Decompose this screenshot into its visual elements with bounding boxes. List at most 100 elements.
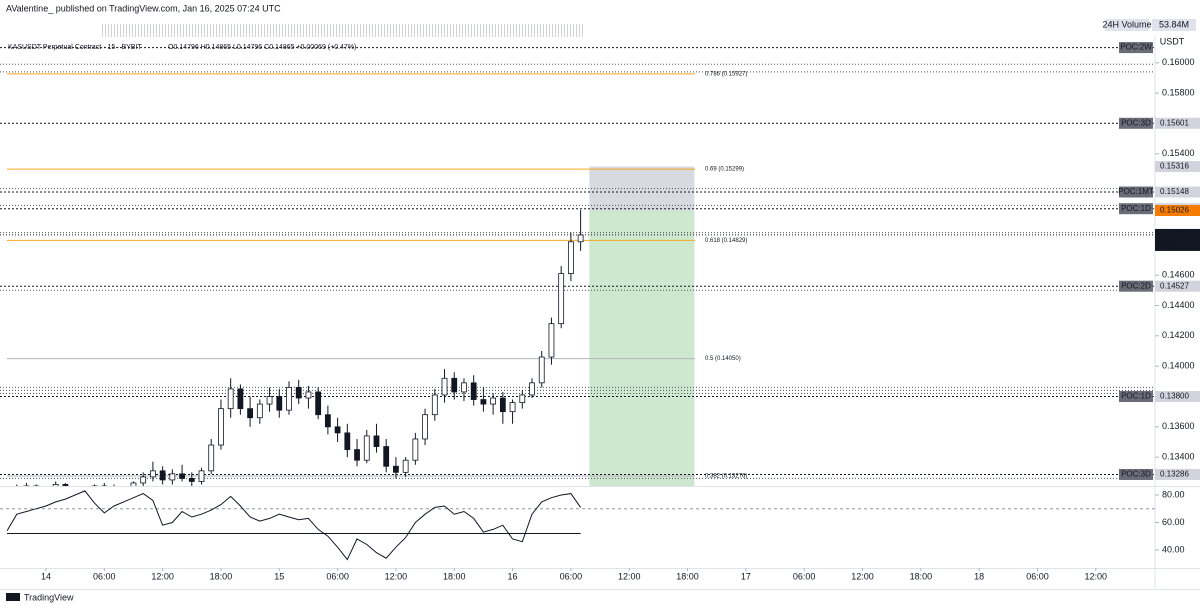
y-tick-label: 0.13600 [1162, 421, 1195, 431]
x-tick-label: 12:00 [151, 571, 174, 581]
poc-value: 0.13800 [1160, 392, 1189, 401]
candle-body [276, 396, 283, 411]
poc-name: POC:1D [1121, 204, 1151, 213]
x-tick-label: 12:00 [618, 571, 641, 581]
y-tick-label: 0.14400 [1162, 300, 1195, 310]
volume-value: 53.84M [1159, 19, 1189, 29]
y-tick-label: 0.14000 [1162, 361, 1195, 371]
entry-price-tag [1155, 205, 1200, 217]
poc-value-tag [1155, 186, 1200, 198]
candle-body [577, 234, 584, 243]
x-tick-label: 12:00 [385, 571, 408, 581]
candle-body [305, 391, 312, 399]
candle-body [529, 382, 535, 396]
candle-body [188, 478, 195, 482]
poc-name: POC:3D [1121, 470, 1151, 479]
brand-logo [6, 593, 20, 601]
x-tick-label: 18 [974, 571, 984, 581]
candle-body [373, 435, 380, 447]
poc-value-tag [1155, 468, 1200, 480]
x-tick-label: 12:00 [1085, 571, 1108, 581]
candle-body [451, 377, 458, 393]
y-tick-label: 0.14200 [1162, 330, 1195, 340]
candle-body [431, 394, 438, 416]
candle-body [344, 432, 351, 450]
candle-body [354, 449, 360, 461]
candle-body [266, 396, 273, 405]
candle-body [179, 473, 185, 479]
poc-tag [1119, 203, 1153, 215]
rsi-line [6, 490, 582, 561]
poc-tag [1119, 390, 1153, 402]
poc-value: 0.14527 [1160, 281, 1189, 290]
candle-body [422, 414, 428, 440]
candle-body [227, 388, 234, 410]
volume-strip [100, 24, 585, 37]
candle-body [461, 382, 467, 393]
candle-body [52, 484, 59, 486]
x-tick-label: 06:00 [793, 571, 816, 581]
volume-box [1152, 19, 1196, 31]
candle-body [558, 273, 565, 325]
candle-body [218, 408, 224, 446]
currency: USDT [1160, 36, 1185, 46]
y-tick-label: 0.16000 [1162, 57, 1195, 67]
candle-body [286, 386, 292, 411]
rsi-tick-label: 80.00 [1162, 489, 1185, 499]
x-tick-label: 15 [274, 571, 284, 581]
rsi-pane [0, 490, 1155, 561]
x-tick-label: 18:00 [443, 571, 466, 581]
poc-tag [1119, 280, 1153, 292]
poc-value: 0.15601 [1160, 118, 1189, 127]
entry-price: 0.15026 [1160, 206, 1189, 215]
candle-body [247, 408, 254, 419]
candle-body [256, 403, 263, 419]
x-tick-label: 06:00 [1026, 571, 1049, 581]
y-tick-label: 0.14600 [1162, 270, 1195, 280]
candle-body [470, 382, 477, 400]
candle-body [441, 377, 448, 396]
rsi-tick-label: 40.00 [1162, 544, 1185, 554]
poc-value: 0.13286 [1160, 470, 1189, 479]
candle-body [490, 397, 497, 405]
publisher: AValentine_ published on TradingView.com… [6, 3, 281, 13]
candle-body [208, 444, 215, 472]
y-tick-label: 0.13400 [1162, 452, 1195, 462]
volume-box [1105, 19, 1149, 31]
rsi-tick-label: 60.00 [1162, 517, 1185, 527]
poc-name: POC:2W [1120, 43, 1152, 52]
candle-body [509, 402, 516, 413]
candle-body [169, 473, 176, 481]
fib-label: 0.69 (0.15299) [705, 167, 744, 173]
candle-body [548, 323, 555, 358]
fib-label: 0.618 (0.14829) [705, 238, 747, 244]
y-tick-label: 0.15800 [1162, 87, 1195, 97]
poc-name: POC:3D [1121, 118, 1151, 127]
candle-body [334, 426, 341, 434]
candle-body [237, 388, 244, 410]
target-zone [589, 210, 695, 486]
last-price: 0.14865 [1160, 230, 1189, 239]
x-tick-label: 12:00 [851, 571, 874, 581]
poc-name: POC:1MT [1118, 187, 1154, 196]
candle-body [402, 459, 409, 473]
poc-value-tag [1155, 390, 1200, 402]
last-price-tag [1155, 228, 1200, 251]
candle-body [62, 484, 69, 486]
candle-body [393, 465, 399, 473]
stop-price: 0.15316 [1160, 162, 1189, 171]
poc-value-tag [1155, 280, 1200, 292]
poc-tag [1119, 42, 1153, 54]
x-tick-label: 16 [508, 571, 518, 581]
candle-body [159, 470, 166, 481]
x-tick-label: 06:00 [93, 571, 116, 581]
stop-price-tag [1155, 161, 1200, 173]
x-tick-label: 06:00 [560, 571, 583, 581]
candle-body [150, 470, 156, 478]
x-tick-label: 18:00 [210, 571, 233, 581]
symbol: KASUSDT Perpetual Contract · 15 · BYBIT [8, 44, 142, 51]
candle-body [383, 446, 390, 467]
poc-value: 0.15148 [1160, 187, 1189, 196]
candle-body [140, 476, 147, 484]
